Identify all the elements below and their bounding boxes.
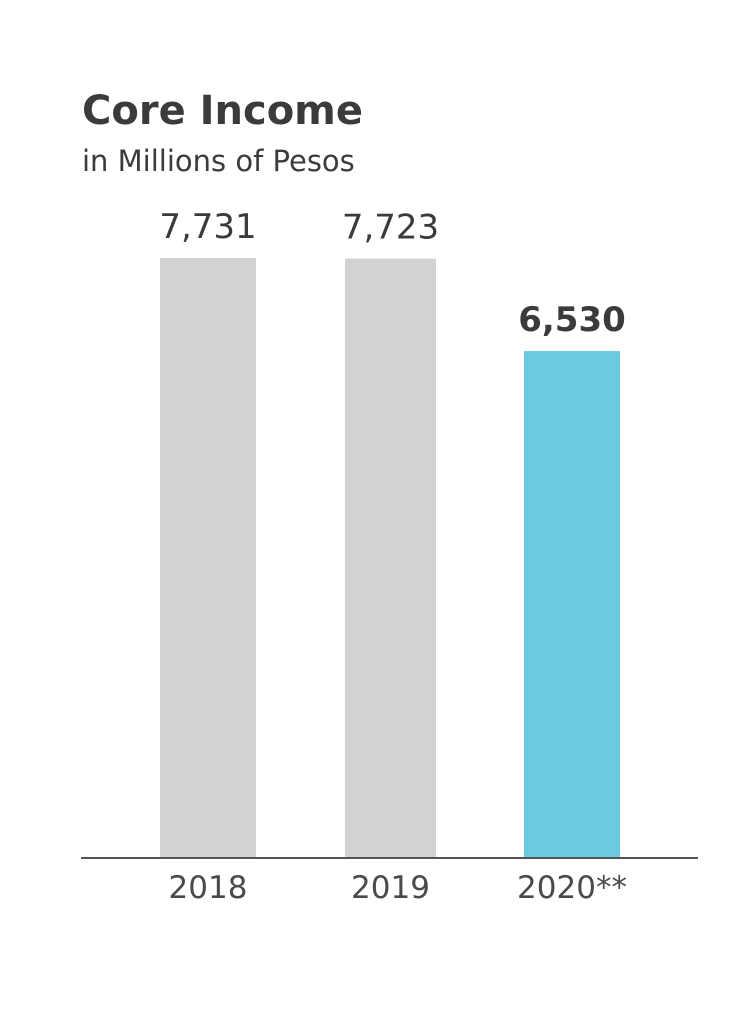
chart-title: Core Income <box>82 88 363 134</box>
value-label-2019: 7,723 <box>342 208 439 248</box>
bar-2020 <box>524 351 620 857</box>
category-label-2020: 2020** <box>517 870 627 906</box>
chart-subtitle: in Millions of Pesos <box>82 144 355 178</box>
bar-2018 <box>160 258 256 857</box>
bars-group <box>160 258 620 857</box>
value-label-2018: 7,731 <box>159 207 256 247</box>
category-labels-group: 2018 2019 2020** <box>169 870 627 906</box>
bar-2019 <box>345 258 436 857</box>
value-label-2020: 6,530 <box>518 300 626 340</box>
category-label-2018: 2018 <box>169 870 248 906</box>
value-labels-group: 7,731 7,723 6,530 <box>159 207 625 340</box>
category-label-2019: 2019 <box>351 870 430 906</box>
